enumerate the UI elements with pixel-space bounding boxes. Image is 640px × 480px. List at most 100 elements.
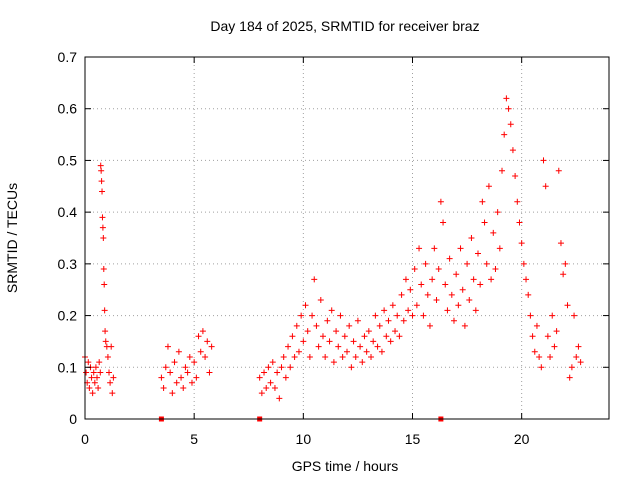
data-point: [278, 364, 285, 371]
data-point: [457, 245, 464, 252]
data-point: [514, 198, 521, 205]
data-point: [86, 384, 93, 391]
data-point: [335, 343, 342, 350]
data-point: [490, 229, 497, 236]
y-tick-label: 0.3: [58, 256, 78, 272]
data-point: [575, 343, 582, 350]
data-point: [529, 333, 536, 340]
data-points: [82, 95, 584, 402]
data-point: [98, 167, 105, 174]
data-point: [107, 379, 114, 386]
data-point: [263, 384, 270, 391]
data-point: [479, 198, 486, 205]
data-point: [258, 390, 265, 397]
data-point: [208, 343, 215, 350]
data-point: [100, 235, 107, 241]
data-point: [440, 219, 447, 226]
data-point: [102, 338, 109, 345]
data-point: [110, 374, 117, 381]
data-point: [339, 353, 346, 360]
data-point: [411, 266, 418, 273]
y-tick-label: 0.5: [58, 152, 78, 168]
data-point: [322, 353, 329, 360]
data-point: [544, 333, 551, 340]
data-point: [416, 245, 423, 252]
data-point: [400, 317, 407, 324]
data-point: [97, 162, 104, 169]
data-point: [180, 384, 187, 391]
data-point: [446, 255, 453, 262]
data-point: [96, 359, 103, 366]
data-point: [350, 338, 357, 345]
data-point: [101, 307, 108, 314]
data-point: [520, 260, 527, 267]
data-point: [104, 353, 111, 360]
data-point: [472, 307, 479, 314]
data-point: [573, 353, 580, 360]
data-point: [287, 364, 294, 371]
data-point: [98, 178, 105, 185]
data-point: [549, 312, 556, 319]
data-point: [453, 271, 460, 278]
data-point: [507, 121, 514, 128]
data-point: [88, 374, 95, 381]
data-point: [109, 390, 116, 397]
data-point: [536, 353, 543, 360]
data-point: [435, 266, 442, 273]
data-point: [315, 343, 322, 350]
data-point: [557, 240, 564, 247]
data-point: [175, 348, 182, 355]
data-point: [173, 379, 180, 386]
data-point: [89, 390, 96, 397]
data-point: [167, 369, 174, 376]
data-point: [464, 260, 471, 267]
data-point: [523, 276, 530, 283]
data-point: [328, 307, 335, 314]
data-point: [468, 235, 475, 241]
data-point: [409, 312, 416, 319]
data-point: [470, 276, 477, 283]
data-point: [568, 364, 575, 371]
data-point: [437, 198, 444, 205]
data-point: [450, 317, 457, 324]
data-point: [505, 105, 512, 112]
data-point: [271, 384, 278, 391]
x-tick-label: 20: [514, 431, 530, 447]
data-point: [424, 291, 431, 298]
data-point: [383, 333, 390, 340]
x-tick-label: 10: [296, 431, 312, 447]
data-point: [562, 260, 569, 267]
data-point: [97, 369, 104, 376]
data-point: [171, 359, 178, 366]
data-point: [374, 343, 381, 350]
data-point: [206, 369, 213, 376]
data-point: [398, 291, 405, 298]
data-point: [496, 245, 503, 252]
data-point: [363, 348, 370, 355]
data-point: [304, 328, 311, 335]
data-point: [509, 147, 516, 154]
data-point: [99, 214, 106, 221]
data-point: [295, 348, 302, 355]
data-point: [466, 297, 473, 304]
data-point: [418, 281, 425, 288]
data-point: [90, 369, 97, 376]
y-tick-label: 0.4: [58, 204, 78, 220]
data-point: [261, 369, 268, 376]
data-point: [571, 312, 578, 319]
data-point: [381, 307, 388, 314]
data-point: [317, 297, 324, 304]
data-point: [378, 348, 385, 355]
data-point: [306, 353, 313, 360]
data-point: [202, 353, 209, 360]
data-point: [461, 322, 468, 329]
data-point: [285, 343, 292, 350]
data-point: [426, 322, 433, 329]
axis-ticks: 0 0.1 0.2 0.3 0.4 0.5 0.6 0.7 0 5 10 15 20: [58, 49, 609, 447]
data-point: [448, 291, 455, 298]
data-point: [442, 281, 449, 288]
data-point: [396, 333, 403, 340]
data-point: [106, 369, 113, 376]
data-point: [291, 353, 298, 360]
